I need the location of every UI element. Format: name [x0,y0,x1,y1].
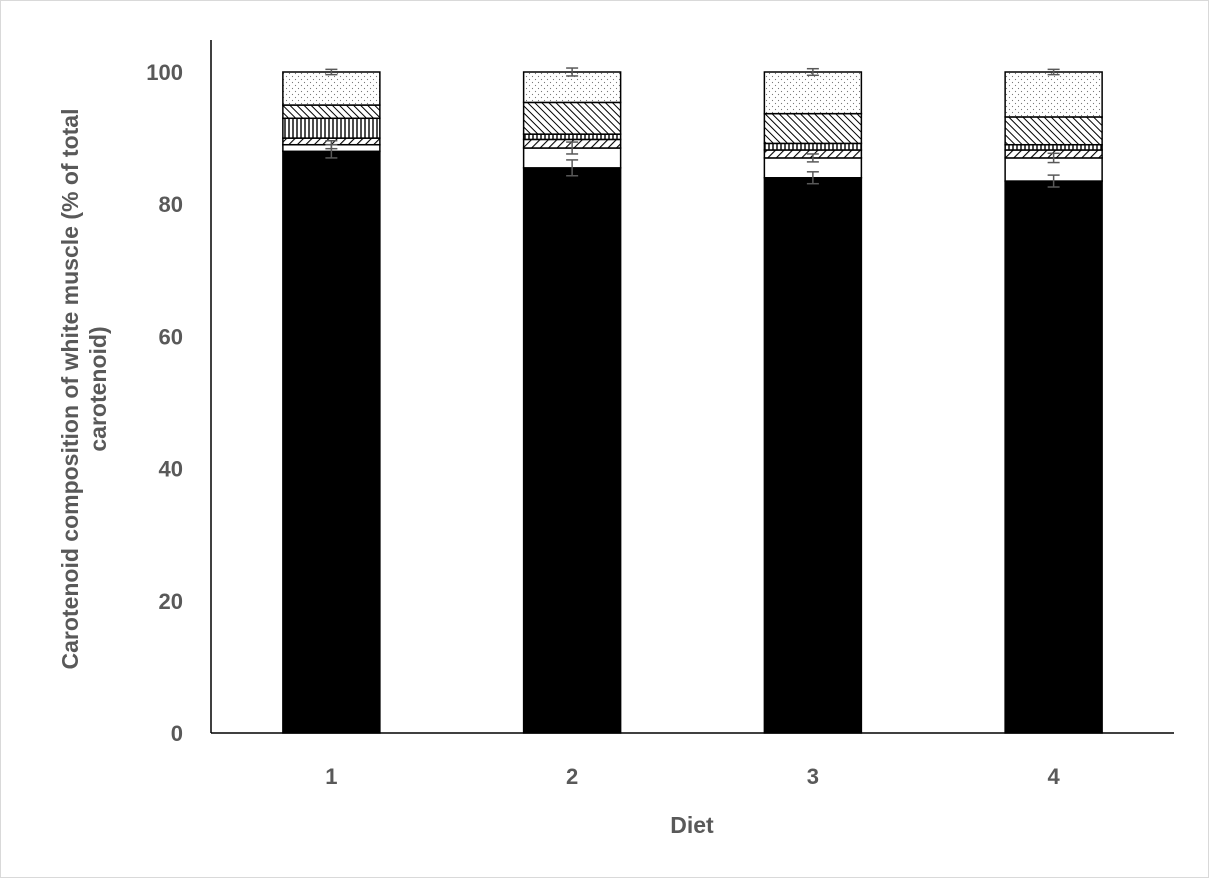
y-axis-title-line-2: carotenoid) [85,326,111,451]
error-bar [806,153,819,163]
x-tick-label: 3 [807,764,819,789]
error-bar [325,139,338,150]
bar-segment [763,177,863,734]
error-bar [1047,174,1060,188]
error-bar [1047,152,1060,164]
y-tick-label: 0 [171,721,183,746]
y-tick-label: 60 [159,324,183,349]
x-axis-title: Diet [670,812,714,838]
bar-segment [1004,143,1103,151]
bar-segment [282,117,381,139]
bar-segment [1004,71,1103,118]
error-bar [325,68,338,76]
x-tick-label: 1 [325,764,337,789]
error-bar [566,67,579,77]
y-tick-label: 40 [159,457,183,482]
bars-layer [282,67,1103,734]
y-tick-label: 20 [159,589,183,614]
y-tick-label: 100 [146,60,183,85]
bar-segment [763,112,863,145]
bar-segment [282,150,381,734]
error-bar [566,159,579,177]
bar-segment [1004,180,1103,734]
bar-segment [763,71,863,115]
y-axis-title: Carotenoid composition of white muscle (… [57,109,111,670]
bar-segment [522,167,622,734]
bar-segment [763,142,863,151]
bar-segment [522,71,622,104]
error-bar [566,141,579,155]
ticks-layer: 0 20 40 60 80 100 1 2 3 4 [146,60,1060,789]
bar-segment [522,101,622,135]
x-tick-label: 2 [566,764,578,789]
x-tick-label: 4 [1048,764,1061,789]
bar-segment [1004,116,1103,146]
error-bar [806,67,819,77]
bar-segment [522,133,622,141]
bar-segment [282,71,381,106]
y-tick-label: 80 [159,192,183,217]
bar-segment [282,104,381,120]
error-bar [806,171,819,185]
y-axis-title-line-1: Carotenoid composition of white muscle (… [57,109,83,670]
error-bar [1047,68,1060,76]
